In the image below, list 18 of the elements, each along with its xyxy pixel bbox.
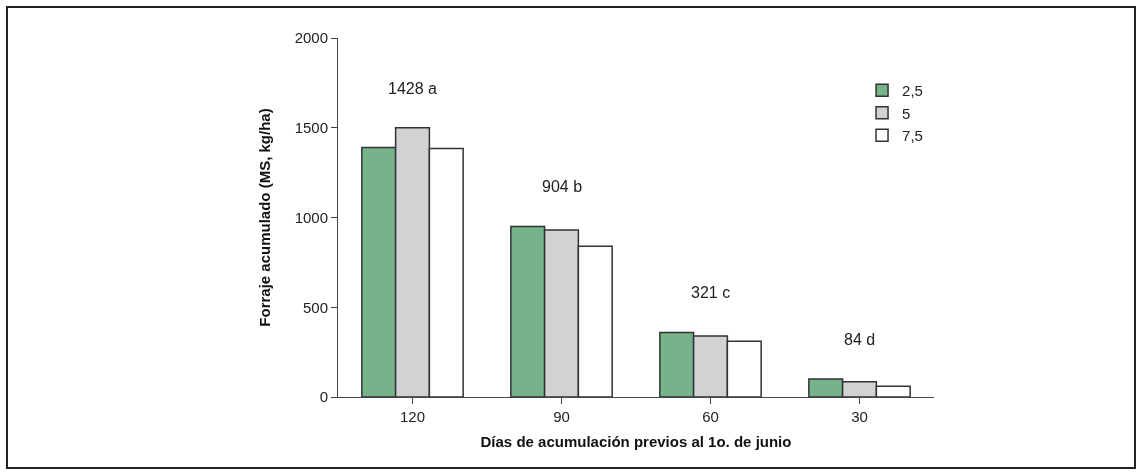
x-axis-title: Días de acumulación previos al 1o. de junio xyxy=(480,433,792,450)
legend-label: 2,5 xyxy=(902,82,923,99)
legend-label: 7,5 xyxy=(902,127,923,144)
annotation: 84 d xyxy=(844,331,876,348)
legend-label: 5 xyxy=(902,104,911,122)
y-tick-label: 1500 xyxy=(294,119,328,136)
annotation: 321 c xyxy=(691,284,731,301)
annotation: 904 b xyxy=(542,178,583,195)
x-tick-label: 60 xyxy=(702,408,719,425)
y-tick-label: 0 xyxy=(319,388,328,406)
y-tick-label: 500 xyxy=(302,298,328,316)
annotation: 1428 a xyxy=(388,80,438,97)
x-tick-label: 30 xyxy=(851,408,868,425)
y-axis-title: Forraje acumulado (MS, kg/ha) xyxy=(255,108,273,327)
x-tick-label: 120 xyxy=(399,408,426,425)
y-tick-label: 1000 xyxy=(294,208,328,226)
y-tick-label: 2000 xyxy=(294,29,328,47)
x-tick-label: 90 xyxy=(553,408,570,425)
